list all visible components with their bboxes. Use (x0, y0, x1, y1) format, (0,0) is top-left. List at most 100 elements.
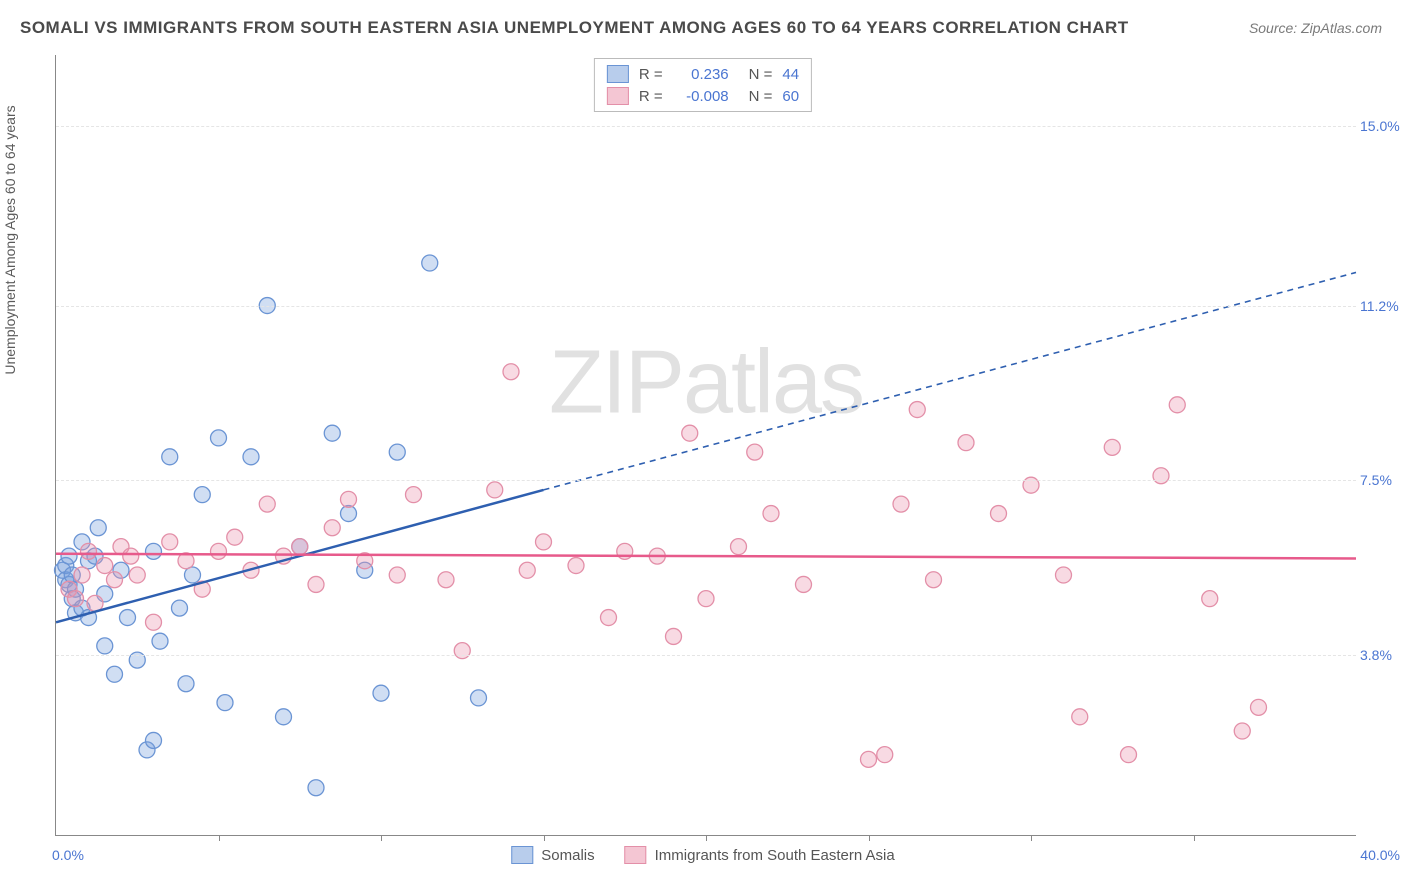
source-label: Source: ZipAtlas.com (1249, 20, 1382, 36)
data-point (162, 449, 178, 465)
data-point (991, 506, 1007, 522)
data-point (259, 496, 275, 512)
y-axis-label: Unemployment Among Ages 60 to 64 years (2, 40, 18, 440)
data-point (74, 567, 90, 583)
data-point (877, 747, 893, 763)
data-point (1234, 723, 1250, 739)
data-point (536, 534, 552, 550)
x-tick-mark (1194, 835, 1195, 841)
gridline (56, 480, 1356, 481)
data-point (471, 690, 487, 706)
data-point (389, 567, 405, 583)
data-point (129, 567, 145, 583)
data-point (1056, 567, 1072, 583)
x-tick-mark (544, 835, 545, 841)
plot-svg (56, 55, 1356, 835)
gridline (56, 655, 1356, 656)
legend-swatch (607, 65, 629, 83)
data-point (1251, 699, 1267, 715)
data-point (422, 255, 438, 271)
data-point (61, 548, 77, 564)
series-label: Immigrants from South Eastern Asia (655, 847, 895, 864)
data-point (958, 435, 974, 451)
r-label: R = (639, 66, 663, 83)
data-point (68, 591, 84, 607)
x-max-label: 40.0% (1360, 847, 1400, 863)
data-point (211, 430, 227, 446)
data-point (1169, 397, 1185, 413)
series-label: Somalis (541, 847, 594, 864)
x-tick-mark (869, 835, 870, 841)
data-point (666, 628, 682, 644)
r-label: R = (639, 88, 663, 105)
x-tick-mark (381, 835, 382, 841)
n-label: N = (749, 88, 773, 105)
data-point (503, 364, 519, 380)
legend-swatch (607, 87, 629, 105)
data-point (243, 449, 259, 465)
data-point (682, 425, 698, 441)
chart-title: SOMALI VS IMMIGRANTS FROM SOUTH EASTERN … (20, 18, 1129, 38)
n-value: 60 (782, 88, 799, 105)
data-point (217, 695, 233, 711)
data-point (97, 638, 113, 654)
data-point (568, 558, 584, 574)
data-point (796, 576, 812, 592)
data-point (97, 558, 113, 574)
data-point (227, 529, 243, 545)
y-tick-label: 3.8% (1360, 647, 1406, 663)
data-point (172, 600, 188, 616)
data-point (81, 543, 97, 559)
data-point (107, 666, 123, 682)
data-point (107, 572, 123, 588)
data-point (373, 685, 389, 701)
data-point (861, 751, 877, 767)
data-point (308, 780, 324, 796)
data-point (162, 534, 178, 550)
plot-area: ZIPatlas 3.8%7.5%11.2%15.0%0.0%40.0% (55, 55, 1356, 836)
gridline (56, 126, 1356, 127)
data-point (276, 709, 292, 725)
y-tick-label: 7.5% (1360, 472, 1406, 488)
y-tick-label: 15.0% (1360, 118, 1406, 134)
x-min-label: 0.0% (52, 847, 84, 863)
data-point (1202, 591, 1218, 607)
x-tick-mark (706, 835, 707, 841)
x-tick-mark (1031, 835, 1032, 841)
data-point (324, 425, 340, 441)
data-point (120, 610, 136, 626)
data-point (1072, 709, 1088, 725)
data-point (747, 444, 763, 460)
chart-container: SOMALI VS IMMIGRANTS FROM SOUTH EASTERN … (0, 0, 1406, 892)
correlation-legend-row: R = -0.008 N = 60 (607, 85, 799, 107)
data-point (909, 402, 925, 418)
data-point (146, 614, 162, 630)
data-point (211, 543, 227, 559)
series-legend-item: Somalis (511, 846, 594, 864)
data-point (292, 539, 308, 555)
data-point (389, 444, 405, 460)
data-point (926, 572, 942, 588)
data-point (1104, 439, 1120, 455)
data-point (178, 676, 194, 692)
data-point (698, 591, 714, 607)
data-point (146, 732, 162, 748)
data-point (1121, 747, 1137, 763)
data-point (763, 506, 779, 522)
data-point (519, 562, 535, 578)
data-point (487, 482, 503, 498)
data-point (731, 539, 747, 555)
series-legend: Somalis Immigrants from South Eastern Asi… (511, 846, 894, 864)
regression-line (56, 554, 1356, 559)
data-point (194, 487, 210, 503)
x-tick-mark (219, 835, 220, 841)
data-point (438, 572, 454, 588)
legend-swatch (625, 846, 647, 864)
data-point (341, 491, 357, 507)
data-point (324, 520, 340, 536)
data-point (90, 520, 106, 536)
r-value: -0.008 (673, 88, 729, 105)
data-point (601, 610, 617, 626)
data-point (152, 633, 168, 649)
data-point (308, 576, 324, 592)
